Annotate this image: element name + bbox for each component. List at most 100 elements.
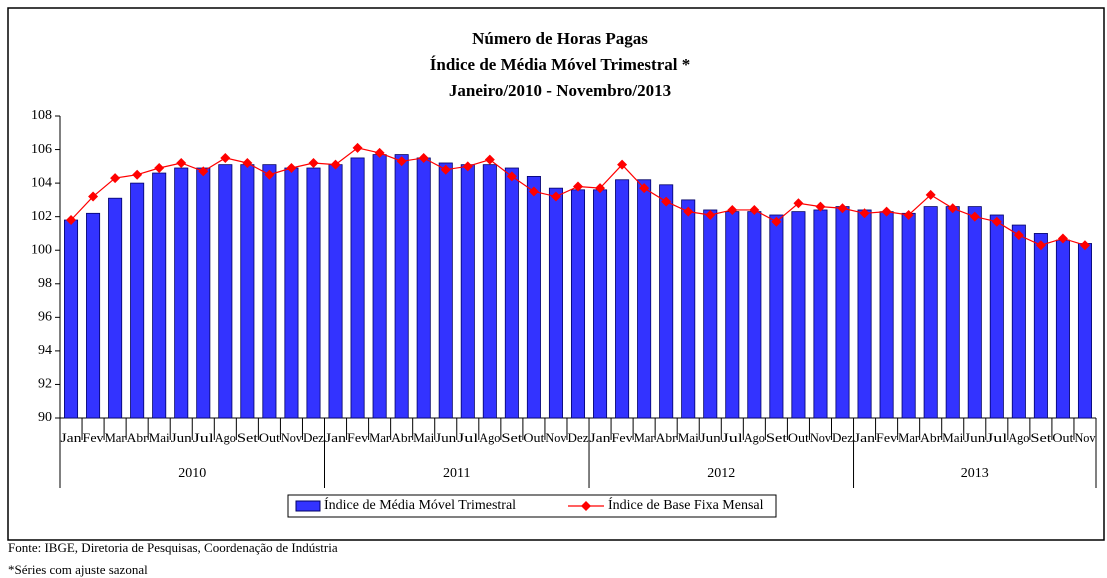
marker [903,209,914,220]
bar [901,212,916,419]
marker [595,183,606,194]
bar [240,164,255,419]
x-tick-label: Out [523,430,544,445]
bar [857,209,872,419]
marker [859,208,870,219]
marker [110,173,121,184]
marker [550,191,561,202]
marker [661,196,672,207]
x-tick-label: Mar [369,430,391,445]
x-tick-label: Ago [1008,430,1029,445]
marker [837,203,848,214]
chart-title: Número de Horas Pagas [472,29,648,48]
x-tick-label: Mai [942,430,963,445]
x-tick-label: Jan [590,430,612,445]
x-tick-label: Ago [215,430,236,445]
y-tick-label: 106 [31,142,52,157]
bar [637,179,652,419]
x-tick-label: Mar [634,430,656,445]
bar [835,206,850,419]
bar [967,206,982,419]
marker [418,152,429,163]
x-tick-label: Jun [171,430,193,445]
x-tick-label: Set [237,430,259,445]
x-tick-label: Fev [876,430,898,445]
marker [947,203,958,214]
bar [725,211,740,419]
marker [771,216,782,227]
bar [989,214,1004,419]
bar [1033,233,1048,419]
legend-swatch [581,501,591,511]
bar [769,214,784,419]
bar [504,167,519,419]
x-tick-label: Mar [898,430,920,445]
bar [416,157,431,419]
marker [132,169,143,180]
y-tick-label: 90 [38,410,52,425]
marker [573,181,583,192]
bar [659,184,674,419]
marker [330,159,341,170]
bar [526,175,541,419]
marker [286,163,297,174]
marker [1035,240,1046,251]
x-tick-label: Jul [722,430,744,445]
bar [681,199,696,419]
bar [218,164,233,419]
marker [484,154,495,165]
x-tick-label: Abr [391,430,413,445]
marker [969,211,980,222]
marker [176,157,187,168]
x-tick-label: Jul [193,430,215,445]
y-tick-label: 92 [38,377,52,392]
marker [617,159,628,170]
y-tick-label: 96 [38,310,52,325]
marker [462,161,473,172]
marker [991,216,1002,227]
marker [1057,233,1068,244]
marker [374,147,385,158]
x-tick-label: Nov [281,430,303,445]
bar [284,167,299,419]
marker [683,206,694,217]
x-tick-label: Out [259,430,280,445]
x-tick-label: Jun [964,430,986,445]
marker [154,163,165,174]
legend-label: Índice de Média Móvel Trimestral [324,496,516,513]
marker [308,157,319,168]
x-tick-label: Set [1030,430,1052,445]
bar [923,206,938,419]
bar [350,157,365,419]
marker [1079,240,1090,251]
bar [945,206,960,419]
x-tick-label: Jul [457,430,479,445]
chart-title: Janeiro/2010 - Novembro/2013 [449,81,671,100]
x-tick-label: Set [501,430,523,445]
x-tick-label: Out [1052,430,1073,445]
marker [88,191,99,202]
x-tick-label: Fev [83,430,105,445]
bar [1011,224,1026,419]
x-tick-label: Nov [545,430,567,445]
marker [66,215,77,226]
footnote: *Séries com ajuste sazonal [8,562,148,577]
x-tick-label: Set [766,430,788,445]
x-tick-label: Dez [567,430,588,445]
bar [813,209,828,419]
marker [705,209,716,220]
bar [64,219,79,419]
bar [328,164,343,419]
bar [262,164,277,419]
x-tick-label: Dez [832,430,853,445]
x-tick-label: Jan [61,430,83,445]
x-tick-label: Ago [744,430,765,445]
bar [570,189,586,419]
bar [482,164,497,419]
marker [220,152,231,163]
y-tick-label: 108 [31,108,52,123]
legend-swatch [295,500,321,512]
bar [152,172,167,419]
